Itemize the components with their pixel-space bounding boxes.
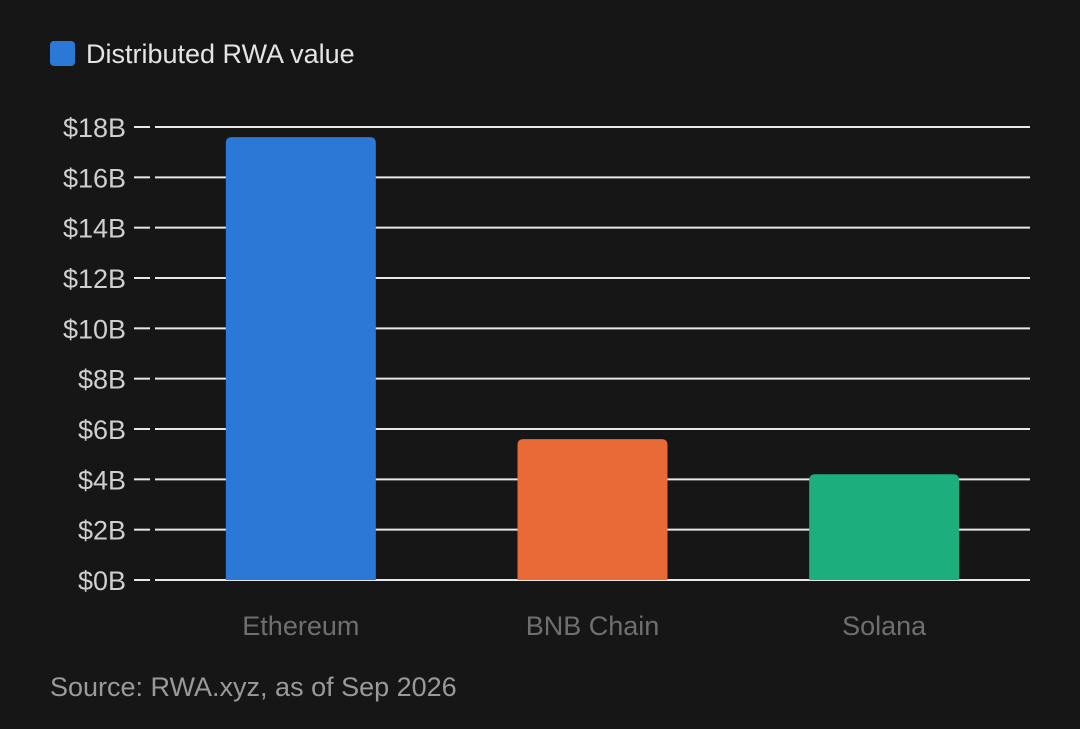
bar-ethereum[interactable] bbox=[225, 137, 376, 581]
y-tick-label: $12B bbox=[63, 264, 126, 294]
y-tick-label: $0B bbox=[78, 566, 126, 596]
y-tick-label: $16B bbox=[63, 163, 126, 193]
bar-solana[interactable] bbox=[809, 474, 960, 580]
x-category-label: Solana bbox=[842, 611, 927, 641]
y-tick-label: $6B bbox=[78, 415, 126, 445]
y-tick-label: $14B bbox=[63, 214, 126, 244]
bar-bnb-chain[interactable] bbox=[517, 439, 668, 580]
y-tick-label: $10B bbox=[63, 314, 126, 344]
x-category-label: BNB Chain bbox=[526, 611, 660, 641]
x-category-label: Ethereum bbox=[242, 611, 359, 641]
y-tick-label: $18B bbox=[63, 113, 126, 143]
y-tick-label: $2B bbox=[78, 516, 126, 546]
legend-swatch bbox=[50, 41, 75, 66]
source-note: Source: RWA.xyz, as of Sep 2026 bbox=[50, 672, 457, 702]
y-tick-label: $4B bbox=[78, 465, 126, 495]
legend-label: Distributed RWA value bbox=[86, 39, 355, 69]
y-tick-label: $8B bbox=[78, 365, 126, 395]
